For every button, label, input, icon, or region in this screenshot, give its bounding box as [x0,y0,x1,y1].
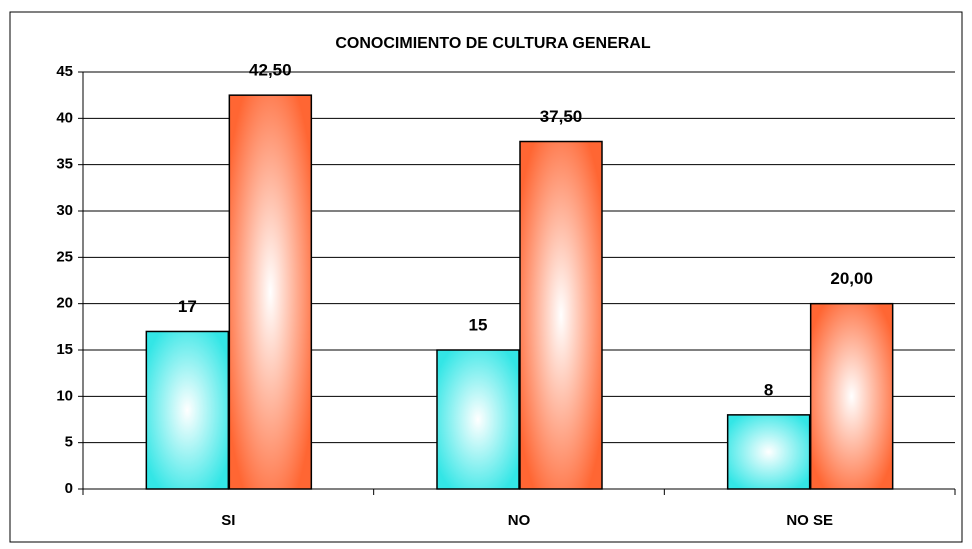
bar [519,140,603,490]
value-label: 15 [469,315,488,334]
value-label: 42,50 [249,61,292,80]
x-tick-label: NO SE [786,512,833,529]
value-label: 20,00 [830,269,873,288]
y-tick-label: 5 [65,434,73,451]
y-tick-label: 40 [56,109,73,126]
y-tick-label: 35 [56,156,73,173]
x-tick-label: SI [221,512,235,529]
bar [726,414,811,490]
y-tick-label: 15 [56,341,73,358]
value-label: 8 [764,380,773,399]
bar [809,302,894,490]
bar [228,94,313,490]
y-tick-label: 30 [56,202,73,219]
chart-title: CONOCIMIENTO DE CULTURA GENERAL [335,35,650,52]
value-label: 17 [178,297,197,316]
value-label: 37,50 [540,107,583,126]
y-tick-label: 10 [56,387,73,404]
y-tick-label: 0 [65,480,73,497]
y-tick-label: 25 [56,248,73,265]
bar [436,349,520,490]
y-tick-label: 20 [56,295,73,312]
y-tick-label: 45 [56,63,73,80]
x-tick-label: NO [508,512,531,529]
bar [145,330,230,490]
